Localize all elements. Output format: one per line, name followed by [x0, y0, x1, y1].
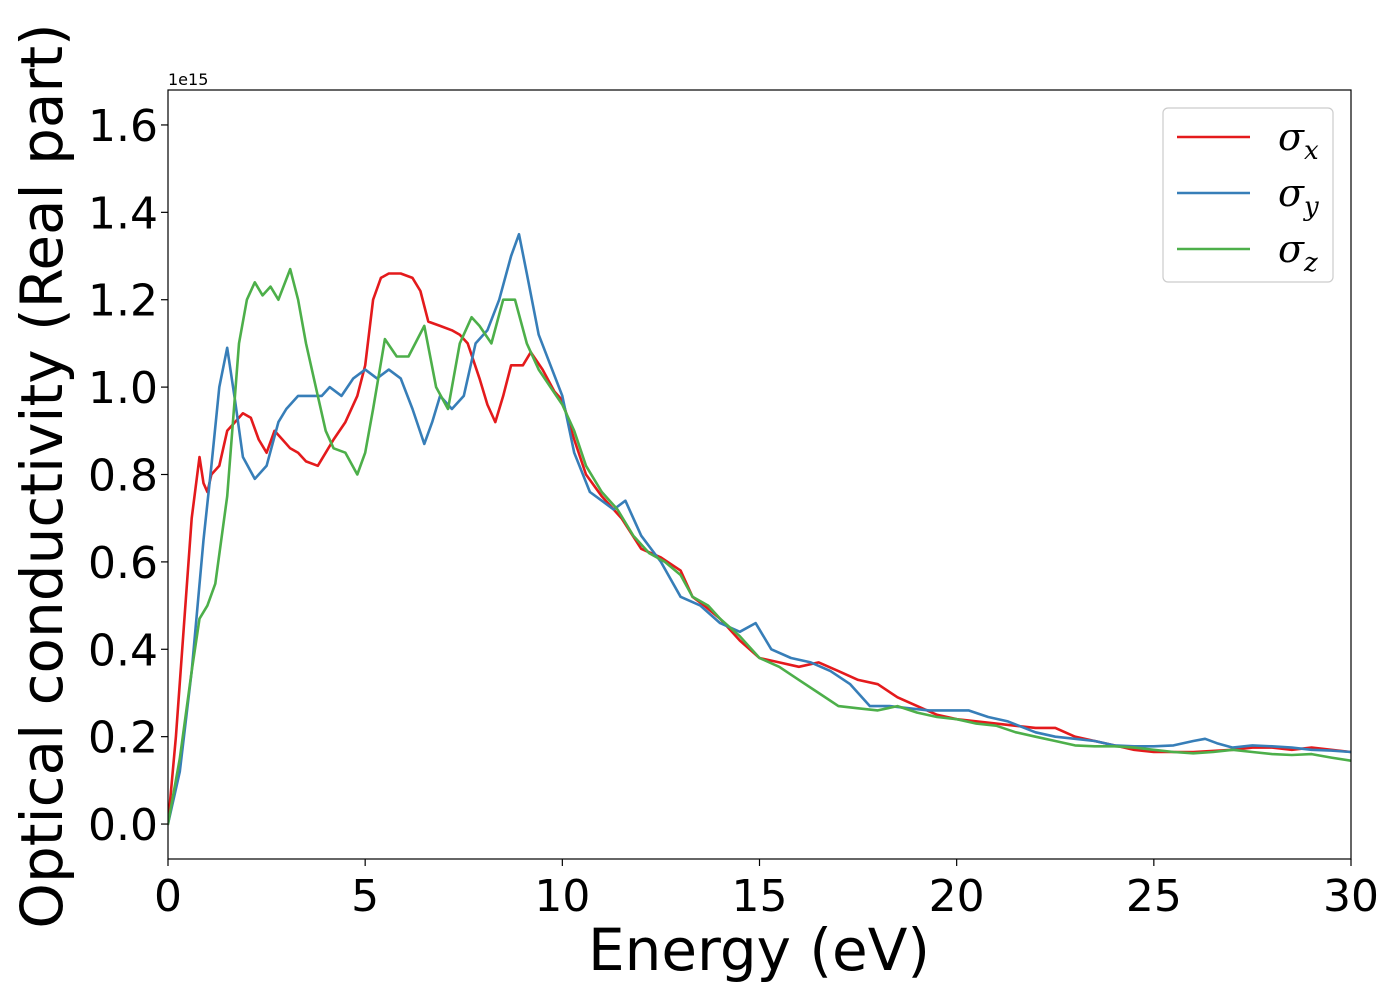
- y-axis: 0.0 0.2 0.4 0.6 0.8 1.0 1.2 1.4 1.6: [88, 101, 168, 851]
- legend-label-z: σz: [1278, 227, 1318, 278]
- x-tick-label: 15: [732, 871, 788, 922]
- x-tick-label: 20: [929, 871, 985, 922]
- y-tick-label: 1.2: [88, 276, 158, 327]
- series-line-x: [168, 272, 1351, 826]
- series-line-y: [168, 232, 1351, 826]
- x-axis: 0 5 10 15 20 25 30: [154, 859, 1379, 922]
- y-axis-title: Optical conductivity (Real part): [8, 23, 76, 928]
- y-tick-label: 0.8: [88, 451, 158, 502]
- x-tick-label: 10: [534, 871, 590, 922]
- legend-box: [1162, 107, 1334, 283]
- series-layer: [168, 232, 1351, 826]
- x-tick-label: 25: [1126, 871, 1182, 922]
- y-tick-label: 1.4: [88, 188, 158, 239]
- legend-label-x: σx: [1278, 115, 1319, 166]
- y-tick-label: 0.6: [88, 538, 158, 589]
- y-tick-label: 0.0: [88, 800, 158, 851]
- legend-label-y: σy: [1278, 171, 1319, 222]
- x-tick-label: 5: [351, 871, 379, 922]
- x-tick-label: 30: [1323, 871, 1379, 922]
- y-tick-label: 0.4: [88, 625, 158, 676]
- y-tick-label: 1.0: [88, 363, 158, 414]
- y-tick-label: 0.2: [88, 713, 158, 764]
- y-offset-text: 1e15: [168, 70, 208, 89]
- y-tick-label: 1.6: [88, 101, 158, 152]
- x-axis-title: Energy (eV): [588, 916, 930, 984]
- series-line-z: [168, 267, 1351, 826]
- x-tick-label: 0: [154, 871, 182, 922]
